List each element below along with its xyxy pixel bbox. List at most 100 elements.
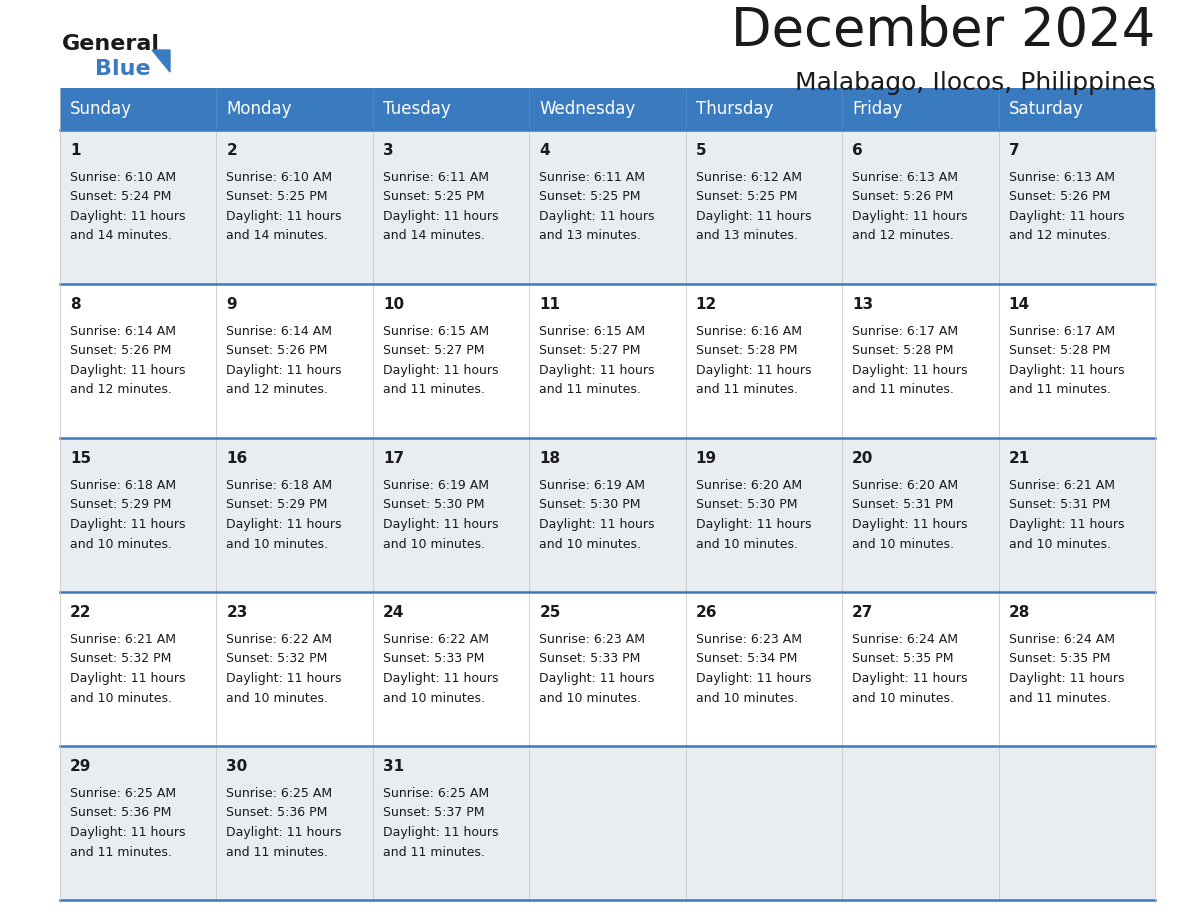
- Text: Sunrise: 6:15 AM: Sunrise: 6:15 AM: [383, 325, 489, 338]
- Text: 5: 5: [696, 143, 707, 158]
- Text: 29: 29: [70, 759, 91, 774]
- Text: and 10 minutes.: and 10 minutes.: [852, 538, 954, 551]
- Text: and 13 minutes.: and 13 minutes.: [539, 230, 642, 242]
- Bar: [373, 88, 530, 130]
- Text: and 14 minutes.: and 14 minutes.: [227, 230, 328, 242]
- Text: 2: 2: [227, 143, 238, 158]
- Text: Sunset: 5:27 PM: Sunset: 5:27 PM: [383, 344, 485, 357]
- Text: Thursday: Thursday: [696, 100, 773, 118]
- Text: Sunrise: 6:25 AM: Sunrise: 6:25 AM: [70, 787, 176, 800]
- Text: and 11 minutes.: and 11 minutes.: [70, 845, 172, 858]
- Text: 20: 20: [852, 451, 873, 466]
- Text: Daylight: 11 hours: Daylight: 11 hours: [852, 364, 968, 377]
- Text: Daylight: 11 hours: Daylight: 11 hours: [383, 364, 498, 377]
- Bar: [61, 746, 1155, 900]
- Text: Daylight: 11 hours: Daylight: 11 hours: [1009, 518, 1124, 531]
- Text: Friday: Friday: [852, 100, 903, 118]
- Text: and 14 minutes.: and 14 minutes.: [70, 230, 172, 242]
- Text: and 11 minutes.: and 11 minutes.: [1009, 384, 1111, 397]
- Text: Sunrise: 6:17 AM: Sunrise: 6:17 AM: [852, 325, 959, 338]
- Bar: [842, 88, 999, 130]
- Text: Sunset: 5:37 PM: Sunset: 5:37 PM: [383, 807, 485, 820]
- Text: Sunset: 5:29 PM: Sunset: 5:29 PM: [70, 498, 171, 511]
- Text: 26: 26: [696, 605, 718, 620]
- Text: Sunset: 5:30 PM: Sunset: 5:30 PM: [539, 498, 640, 511]
- Text: 27: 27: [852, 605, 873, 620]
- Text: 23: 23: [227, 605, 248, 620]
- Bar: [216, 88, 373, 130]
- Text: 12: 12: [696, 297, 718, 312]
- Text: Sunset: 5:30 PM: Sunset: 5:30 PM: [383, 498, 485, 511]
- Text: Daylight: 11 hours: Daylight: 11 hours: [227, 826, 342, 839]
- Text: Daylight: 11 hours: Daylight: 11 hours: [383, 672, 498, 685]
- Bar: [61, 88, 216, 130]
- Text: Sunrise: 6:22 AM: Sunrise: 6:22 AM: [383, 633, 488, 646]
- Text: Daylight: 11 hours: Daylight: 11 hours: [852, 518, 968, 531]
- Text: 24: 24: [383, 605, 404, 620]
- Text: Sunrise: 6:11 AM: Sunrise: 6:11 AM: [539, 171, 645, 184]
- Bar: [61, 592, 1155, 746]
- Text: Sunset: 5:28 PM: Sunset: 5:28 PM: [1009, 344, 1110, 357]
- Text: Sunset: 5:25 PM: Sunset: 5:25 PM: [227, 191, 328, 204]
- Text: Daylight: 11 hours: Daylight: 11 hours: [383, 210, 498, 223]
- Text: Daylight: 11 hours: Daylight: 11 hours: [696, 210, 811, 223]
- Text: 6: 6: [852, 143, 862, 158]
- Bar: [61, 130, 1155, 284]
- Text: and 11 minutes.: and 11 minutes.: [1009, 691, 1111, 704]
- Text: Sunrise: 6:15 AM: Sunrise: 6:15 AM: [539, 325, 645, 338]
- Text: 8: 8: [70, 297, 81, 312]
- Text: 22: 22: [70, 605, 91, 620]
- Text: and 12 minutes.: and 12 minutes.: [1009, 230, 1111, 242]
- Text: Daylight: 11 hours: Daylight: 11 hours: [539, 210, 655, 223]
- Text: Sunset: 5:29 PM: Sunset: 5:29 PM: [227, 498, 328, 511]
- Text: and 10 minutes.: and 10 minutes.: [227, 691, 328, 704]
- Text: Sunset: 5:31 PM: Sunset: 5:31 PM: [1009, 498, 1110, 511]
- Text: and 10 minutes.: and 10 minutes.: [852, 691, 954, 704]
- Text: December 2024: December 2024: [731, 5, 1155, 57]
- Text: 9: 9: [227, 297, 238, 312]
- Text: 30: 30: [227, 759, 247, 774]
- Text: Daylight: 11 hours: Daylight: 11 hours: [227, 518, 342, 531]
- Text: Daylight: 11 hours: Daylight: 11 hours: [227, 364, 342, 377]
- Text: Daylight: 11 hours: Daylight: 11 hours: [539, 518, 655, 531]
- Text: Sunset: 5:30 PM: Sunset: 5:30 PM: [696, 498, 797, 511]
- Polygon shape: [152, 50, 170, 72]
- Text: Daylight: 11 hours: Daylight: 11 hours: [227, 672, 342, 685]
- Text: Sunday: Sunday: [70, 100, 132, 118]
- Text: 19: 19: [696, 451, 716, 466]
- Bar: [999, 88, 1155, 130]
- Text: Sunset: 5:36 PM: Sunset: 5:36 PM: [227, 807, 328, 820]
- Text: Sunset: 5:27 PM: Sunset: 5:27 PM: [539, 344, 640, 357]
- Text: 31: 31: [383, 759, 404, 774]
- Text: Sunrise: 6:25 AM: Sunrise: 6:25 AM: [383, 787, 489, 800]
- Text: 21: 21: [1009, 451, 1030, 466]
- Text: Daylight: 11 hours: Daylight: 11 hours: [70, 210, 185, 223]
- Text: and 10 minutes.: and 10 minutes.: [70, 538, 172, 551]
- Text: 17: 17: [383, 451, 404, 466]
- Text: and 11 minutes.: and 11 minutes.: [852, 384, 954, 397]
- Text: Sunrise: 6:11 AM: Sunrise: 6:11 AM: [383, 171, 488, 184]
- Text: Daylight: 11 hours: Daylight: 11 hours: [852, 210, 968, 223]
- Text: 16: 16: [227, 451, 247, 466]
- Text: Sunset: 5:34 PM: Sunset: 5:34 PM: [696, 653, 797, 666]
- Text: Daylight: 11 hours: Daylight: 11 hours: [696, 672, 811, 685]
- Text: Sunset: 5:25 PM: Sunset: 5:25 PM: [696, 191, 797, 204]
- Bar: [61, 284, 1155, 438]
- Text: and 11 minutes.: and 11 minutes.: [539, 384, 642, 397]
- Text: 10: 10: [383, 297, 404, 312]
- Text: 1: 1: [70, 143, 81, 158]
- Text: Sunset: 5:33 PM: Sunset: 5:33 PM: [539, 653, 640, 666]
- Text: 14: 14: [1009, 297, 1030, 312]
- Bar: [685, 88, 842, 130]
- Text: 18: 18: [539, 451, 561, 466]
- Text: Sunset: 5:36 PM: Sunset: 5:36 PM: [70, 807, 171, 820]
- Text: Sunrise: 6:21 AM: Sunrise: 6:21 AM: [70, 633, 176, 646]
- Text: Sunset: 5:28 PM: Sunset: 5:28 PM: [852, 344, 954, 357]
- Text: Saturday: Saturday: [1009, 100, 1083, 118]
- Text: Daylight: 11 hours: Daylight: 11 hours: [227, 210, 342, 223]
- Text: Sunrise: 6:10 AM: Sunrise: 6:10 AM: [70, 171, 176, 184]
- Text: Sunrise: 6:16 AM: Sunrise: 6:16 AM: [696, 325, 802, 338]
- Text: Sunrise: 6:24 AM: Sunrise: 6:24 AM: [1009, 633, 1114, 646]
- Text: Tuesday: Tuesday: [383, 100, 450, 118]
- Text: and 11 minutes.: and 11 minutes.: [696, 384, 797, 397]
